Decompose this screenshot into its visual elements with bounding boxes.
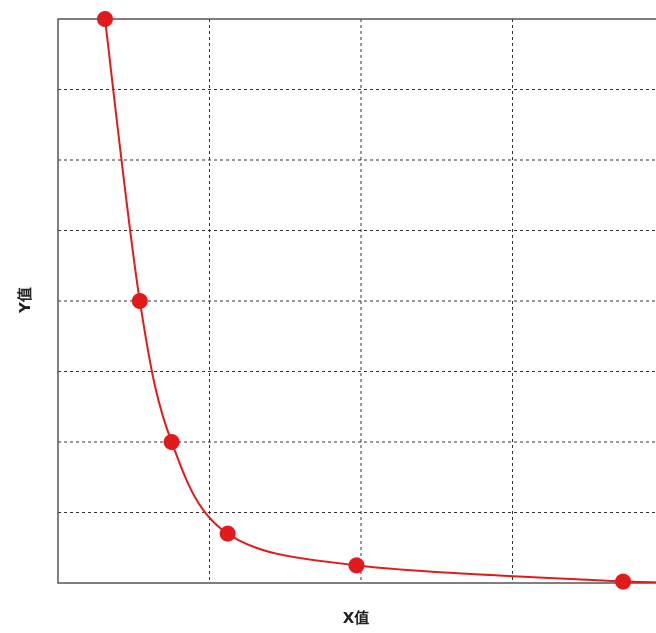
data-point	[615, 573, 632, 590]
data-point	[348, 557, 365, 574]
data-point	[131, 293, 148, 309]
data-point	[96, 11, 113, 27]
data-point	[163, 434, 180, 450]
gridlines	[58, 19, 656, 583]
x-axis-label: X值	[343, 609, 370, 627]
data-points	[96, 11, 632, 590]
data-point	[219, 525, 236, 542]
plot-frame	[57, 18, 656, 584]
series-line	[103, 18, 656, 584]
y-axis-label: Y值	[16, 287, 34, 314]
